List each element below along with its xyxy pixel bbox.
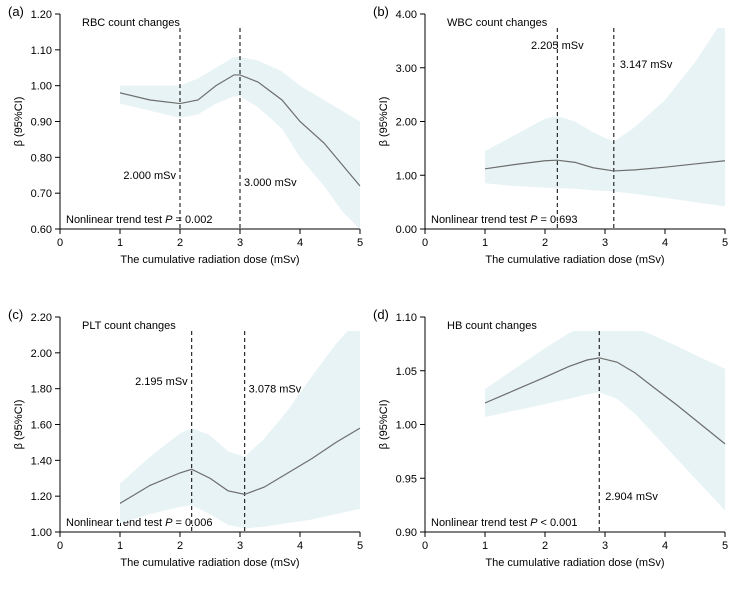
panel-c: 0 1 2 3 4 5 1.00 1.20 1.40 1.60 1.80 2.00 2.20 The cu… — [0, 303, 368, 594]
panel-title: RBC count changes — [82, 17, 180, 29]
y-tick-label: 1.80 — [31, 384, 52, 396]
x-tick-label: 1 — [482, 540, 488, 552]
x-axis-label: The cumulative radiation dose (mSv) — [485, 557, 664, 569]
x-tick-label: 3 — [237, 540, 243, 552]
x-tick-label: 2 — [542, 237, 548, 249]
y-tick-label: 1.00 — [31, 81, 52, 93]
panel-b: 0 1 2 3 4 5 0.00 1.00 2.00 3.00 4.00 The cumulative… — [365, 0, 733, 291]
y-tick-label: 0.00 — [396, 224, 417, 236]
y-tick-label: 1.10 — [396, 312, 417, 324]
x-tick-label: 0 — [57, 237, 63, 249]
y-axis-label: β (95%CI) — [13, 400, 25, 450]
x-tick-label: 1 — [117, 540, 123, 552]
ref-label: 2.195 mSv — [135, 376, 188, 388]
y-tick-label: 1.00 — [396, 420, 417, 432]
x-tick-label: 4 — [297, 540, 303, 552]
x-axis-label: The cumulative radiation dose (mSv) — [120, 557, 299, 569]
x-tick-label: 4 — [662, 540, 668, 552]
panel-a: 0 1 2 3 4 5 0.60 0.70 0.80 0.90 1.00 1.10 1.20 The cu… — [0, 0, 368, 291]
y-tick-label: 3.00 — [396, 63, 417, 75]
y-tick-label: 1.05 — [396, 366, 417, 378]
panel-tag: (a) — [8, 4, 24, 19]
x-tick-label: 5 — [357, 237, 363, 249]
ref-label: 2.904 mSv — [605, 491, 658, 503]
panel-title: WBC count changes — [447, 17, 548, 29]
x-tick-label: 2 — [542, 540, 548, 552]
y-tick-label: 1.10 — [31, 45, 52, 57]
ref-label: 3.000 mSv — [244, 177, 297, 189]
x-tick-label: 3 — [237, 237, 243, 249]
panel-title: HB count changes — [447, 320, 537, 332]
pvalue-text: Nonlinear trend test P = 0.006 — [66, 517, 212, 529]
y-tick-label: 0.90 — [31, 117, 52, 129]
y-tick-label: 0.70 — [31, 188, 52, 200]
x-tick-label: 2 — [177, 237, 183, 249]
y-tick-label: 0.90 — [396, 527, 417, 539]
x-tick-label: 5 — [357, 540, 363, 552]
panel-d: 0 1 2 3 4 5 0.90 0.95 1.00 1.05 1.10 The cumulative… — [365, 303, 733, 594]
ci-band — [425, 322, 725, 510]
pvalue-text: Nonlinear trend test P = 0.002 — [66, 214, 212, 226]
x-axis-label: The cumulative radiation dose (mSv) — [120, 254, 299, 266]
y-tick-label: 0.80 — [31, 152, 52, 164]
ref-label: 3.078 mSv — [249, 383, 302, 395]
ref-label: 2.000 mSv — [123, 170, 176, 182]
y-tick-label: 4.00 — [396, 9, 417, 21]
y-tick-label: 2.00 — [31, 348, 52, 360]
y-tick-label: 1.40 — [31, 455, 52, 467]
pvalue-text: Nonlinear trend test P < 0.001 — [431, 517, 577, 529]
x-tick-label: 1 — [117, 237, 123, 249]
x-tick-label: 1 — [482, 237, 488, 249]
y-tick-label: 2.20 — [31, 312, 52, 324]
y-tick-label: 0.60 — [31, 224, 52, 236]
x-tick-label: 5 — [722, 237, 728, 249]
ci-band — [60, 317, 360, 532]
y-tick-label: 1.20 — [31, 491, 52, 503]
x-tick-label: 3 — [602, 237, 608, 249]
y-tick-label: 2.00 — [396, 117, 417, 129]
x-tick-label: 4 — [662, 237, 668, 249]
y-tick-label: 1.60 — [31, 420, 52, 432]
y-tick-label: 0.95 — [396, 473, 417, 485]
ci-band — [60, 57, 360, 229]
panel-tag: (b) — [373, 4, 389, 19]
y-axis-label: β (95%CI) — [378, 97, 390, 147]
x-tick-label: 0 — [422, 540, 428, 552]
panel-title: PLT count changes — [82, 320, 176, 332]
x-tick-label: 4 — [297, 237, 303, 249]
y-axis-label: β (95%CI) — [378, 400, 390, 450]
x-tick-label: 2 — [177, 540, 183, 552]
x-tick-label: 3 — [602, 540, 608, 552]
y-tick-label: 1.20 — [31, 9, 52, 21]
x-tick-label: 5 — [722, 540, 728, 552]
x-tick-label: 0 — [422, 237, 428, 249]
panel-tag: (d) — [373, 307, 389, 322]
panel-tag: (c) — [8, 307, 23, 322]
pvalue-text: Nonlinear trend test P = 0.693 — [431, 214, 577, 226]
y-tick-label: 1.00 — [396, 170, 417, 182]
figure-root: 0 1 2 3 4 5 0.60 0.70 0.80 0.90 1.00 1.10 1.20 The cu… — [0, 0, 733, 607]
ref-label: 3.147 mSv — [620, 59, 673, 71]
x-axis-label: The cumulative radiation dose (mSv) — [485, 254, 664, 266]
y-tick-label: 1.00 — [31, 527, 52, 539]
y-axis-label: β (95%CI) — [13, 97, 25, 147]
x-tick-label: 0 — [57, 540, 63, 552]
